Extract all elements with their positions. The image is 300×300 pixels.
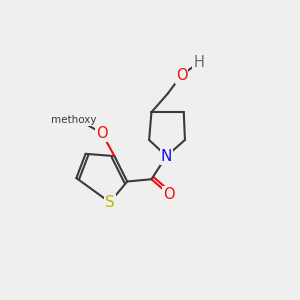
Text: S: S xyxy=(105,195,115,210)
Text: O: O xyxy=(176,68,187,83)
Text: methoxy: methoxy xyxy=(51,115,97,125)
Text: N: N xyxy=(161,148,172,164)
Text: O: O xyxy=(163,187,175,202)
Text: H: H xyxy=(194,55,204,70)
Text: O: O xyxy=(96,125,108,140)
